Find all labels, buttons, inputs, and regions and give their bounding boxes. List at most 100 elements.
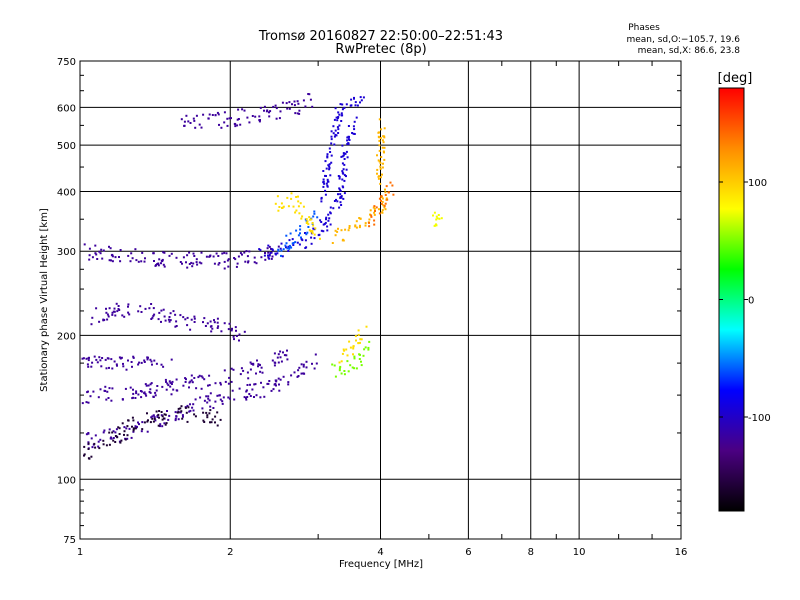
data-point	[254, 383, 257, 386]
data-point	[168, 414, 171, 417]
data-point	[87, 401, 90, 404]
data-point	[153, 417, 156, 420]
data-point	[129, 260, 132, 263]
data-point	[387, 191, 390, 194]
colorbar-tick-label: 100	[748, 178, 767, 189]
data-point	[116, 310, 119, 313]
data-point	[157, 318, 160, 321]
data-point	[299, 202, 302, 205]
data-point	[304, 105, 307, 108]
data-point	[339, 189, 342, 192]
data-point	[342, 186, 345, 189]
data-point	[268, 257, 271, 260]
data-point	[188, 386, 190, 389]
data-point	[296, 241, 299, 244]
data-point	[286, 196, 289, 199]
data-point	[155, 410, 158, 413]
data-point	[346, 136, 349, 139]
data-point	[165, 422, 168, 425]
data-point	[214, 382, 217, 385]
data-point	[184, 381, 187, 383]
data-point	[340, 120, 343, 122]
data-point	[191, 265, 194, 268]
data-point	[343, 158, 346, 160]
data-point	[348, 225, 351, 227]
data-point	[360, 99, 363, 102]
data-point	[311, 232, 314, 234]
x-tick-label: 8	[528, 547, 534, 558]
data-point	[163, 413, 166, 416]
data-point	[373, 205, 376, 208]
data-point	[290, 374, 293, 377]
data-point	[262, 386, 265, 389]
data-point	[200, 251, 203, 254]
data-point	[381, 139, 384, 142]
data-point	[378, 144, 381, 147]
data-point	[132, 388, 134, 391]
data-point	[263, 395, 266, 398]
data-point	[167, 318, 170, 321]
data-point	[87, 432, 90, 435]
data-point	[297, 234, 300, 237]
data-point	[378, 131, 380, 134]
data-point	[182, 256, 185, 259]
data-point	[203, 378, 206, 381]
data-point	[99, 438, 102, 441]
data-point	[358, 353, 361, 356]
data-point	[230, 117, 232, 120]
data-point	[108, 443, 111, 446]
data-point	[242, 369, 245, 372]
data-point	[154, 419, 157, 422]
data-point	[239, 123, 242, 126]
data-point	[137, 260, 140, 263]
data-point	[311, 362, 313, 365]
data-point	[381, 211, 384, 214]
data-point	[147, 419, 149, 422]
data-point	[264, 252, 266, 254]
data-point	[137, 363, 140, 366]
data-point	[322, 230, 325, 233]
data-point	[159, 425, 161, 428]
data-point	[298, 243, 301, 246]
data-point	[175, 415, 178, 418]
data-point	[314, 227, 317, 230]
data-point	[359, 224, 361, 227]
data-point	[106, 313, 109, 316]
data-point	[113, 307, 116, 310]
data-point	[127, 311, 130, 314]
data-point	[215, 252, 218, 255]
data-point	[109, 247, 112, 250]
data-point	[186, 254, 189, 257]
data-point	[175, 378, 178, 381]
data-point	[355, 339, 357, 342]
data-point	[346, 139, 349, 142]
data-point	[367, 346, 370, 349]
data-point	[299, 225, 302, 228]
data-point	[205, 255, 208, 258]
data-point	[149, 383, 152, 386]
data-point	[225, 252, 228, 255]
chart-subtitle: RwPretec (8p)	[335, 42, 426, 57]
data-point	[194, 415, 197, 418]
data-point	[273, 352, 276, 355]
data-point	[336, 230, 339, 233]
data-point	[185, 378, 187, 381]
data-point	[367, 348, 370, 351]
data-point	[219, 381, 222, 384]
data-point	[352, 132, 355, 135]
data-point	[337, 111, 340, 114]
data-point	[94, 244, 97, 247]
data-point	[342, 197, 345, 200]
data-point	[333, 118, 336, 121]
data-point	[268, 254, 271, 257]
data-point	[326, 225, 329, 228]
data-point	[368, 221, 370, 224]
data-point	[239, 373, 242, 376]
data-point	[337, 227, 339, 230]
data-point	[141, 251, 144, 254]
data-point	[343, 163, 346, 166]
data-point	[280, 242, 283, 245]
data-point	[382, 141, 385, 144]
data-point	[319, 237, 321, 240]
data-point	[330, 135, 333, 138]
